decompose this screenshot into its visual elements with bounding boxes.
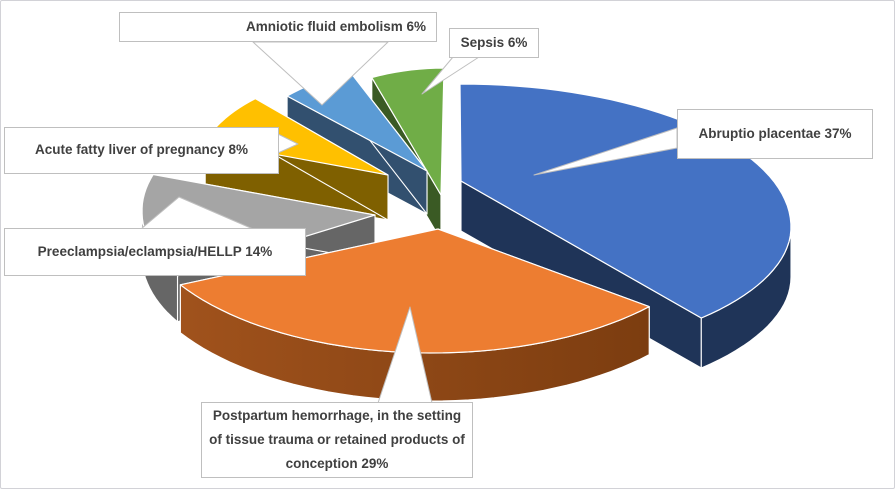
- callout-amniotic-fluid-embolism[interactable]: Amniotic fluid embolism 6%: [119, 12, 437, 42]
- callout-label: Postpartum hemorrhage, in the setting of…: [209, 407, 465, 472]
- callout-label: Sepsis 6%: [460, 34, 528, 50]
- callout-preeclampsia-eclampsia-hellp[interactable]: Preeclampsia/eclampsia/HELLP 14%: [4, 228, 306, 276]
- callout-sepsis[interactable]: Sepsis 6%: [449, 28, 539, 58]
- callout-acute-fatty-liver[interactable]: Acute fatty liver of pregnancy 8%: [4, 127, 279, 174]
- pie-slice-sepsis[interactable]: [371, 67, 445, 196]
- callout-label: Acute fatty liver of pregnancy 8%: [34, 142, 249, 158]
- callout-pointer-amniotic-fluid-embolism: [252, 41, 389, 106]
- callout-label: Abruptio placentae 37%: [698, 125, 852, 141]
- callout-label: Preeclampsia/eclampsia/HELLP 14%: [37, 243, 273, 259]
- callout-abruptio-placentae[interactable]: Abruptio placentae 37%: [677, 109, 873, 159]
- callout-label: Amniotic fluid embolism 6%: [245, 18, 426, 34]
- callout-postpartum-hemorrhage[interactable]: Postpartum hemorrhage, in the setting of…: [201, 402, 473, 478]
